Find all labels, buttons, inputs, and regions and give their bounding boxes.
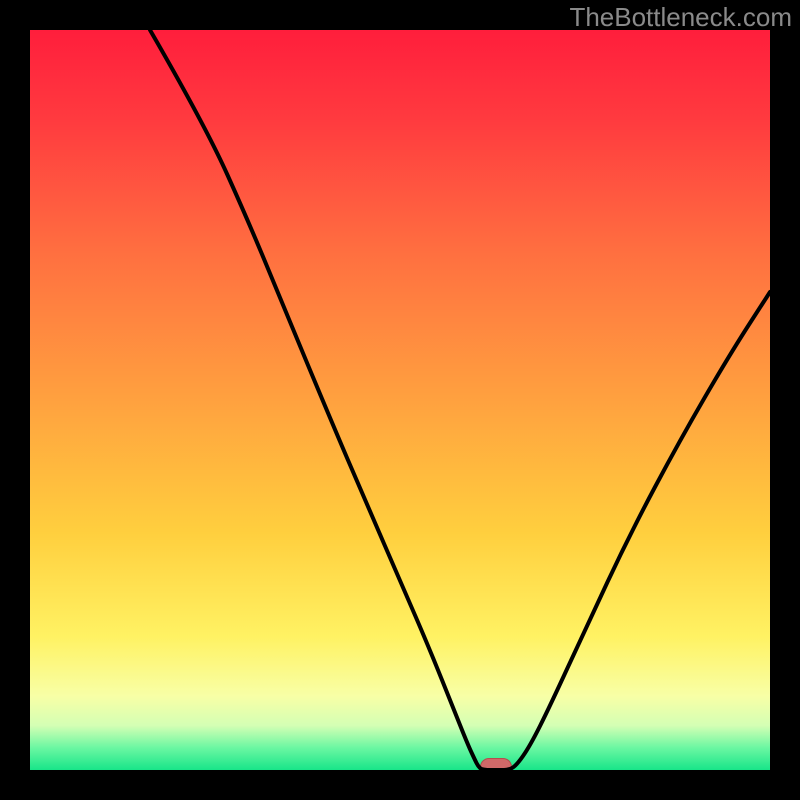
gradient-fill <box>30 30 770 770</box>
watermark-text: TheBottleneck.com <box>569 2 792 33</box>
border-right <box>770 0 800 800</box>
border-bottom <box>0 770 800 800</box>
border-left <box>0 0 30 800</box>
plot-area <box>30 30 770 770</box>
bottleneck-marker <box>480 758 512 770</box>
